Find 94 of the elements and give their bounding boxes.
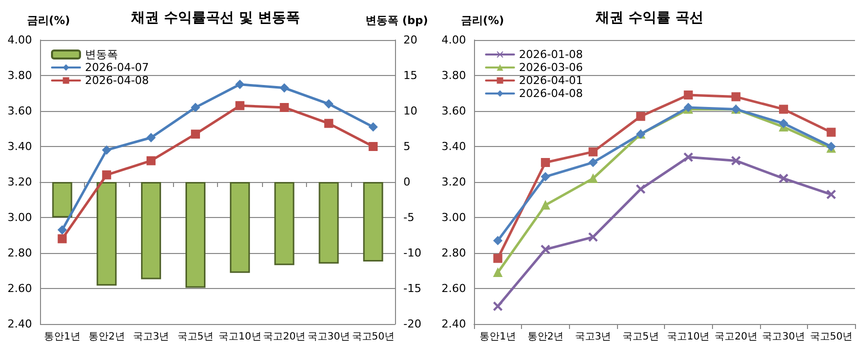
legend-label: 변동폭 (85, 48, 118, 61)
point (58, 234, 67, 244)
point (493, 254, 502, 263)
y2-tick-label: 20 (403, 34, 418, 46)
point (324, 99, 334, 108)
point (146, 133, 156, 142)
y2-tick-label: 10 (403, 104, 418, 118)
y-tick-label: 3.60 (442, 104, 466, 118)
y-tick-label: 3.40 (8, 140, 32, 153)
point (280, 83, 289, 92)
point (190, 130, 200, 139)
y-tick-label: 4.00 (442, 34, 466, 46)
point (588, 147, 598, 156)
x-tick-label: 국고30년 (307, 332, 350, 342)
x-tick-label: 국고10년 (218, 332, 262, 342)
legend-label: 2026-04-07 (85, 61, 149, 74)
chart-title: 채권 수익률 곡선 (594, 10, 704, 26)
point (826, 128, 836, 137)
point (493, 302, 502, 311)
point (235, 80, 244, 89)
x-tick-label: 국고20년 (262, 332, 306, 342)
point (588, 232, 598, 242)
x-tick-label: 통안1년 (480, 332, 516, 342)
x-tick-label: 국고50년 (352, 332, 395, 342)
point (235, 101, 244, 110)
x-tick-label: 국고5년 (177, 332, 214, 342)
point (779, 118, 788, 128)
y-tick-label: 3.60 (8, 104, 32, 118)
point (102, 146, 112, 155)
y-tick-label: 3.80 (8, 69, 32, 82)
x-tick-label: 국고30년 (762, 332, 805, 342)
y2-tick-label: 5 (403, 140, 410, 153)
x-tick-label: 통안2년 (527, 332, 564, 342)
point (588, 174, 598, 183)
point (636, 184, 646, 194)
y2-axis-title: 변동폭 (bp) (365, 14, 428, 27)
y-tick-label: 2.80 (8, 246, 32, 260)
point (540, 200, 550, 210)
point (190, 102, 200, 112)
point (493, 268, 502, 278)
point (779, 174, 788, 183)
x-tick-label: 국고50년 (810, 332, 853, 342)
y-tick-label: 3.00 (442, 211, 466, 224)
y-tick-label: 3.80 (442, 69, 466, 82)
point (636, 112, 646, 121)
y-axis-title: 금리(%) (26, 14, 70, 27)
y-tick-label: 3.20 (442, 176, 466, 188)
legend-label: 2026-04-01 (519, 74, 583, 87)
point (102, 170, 112, 180)
y2-tick-label: -10 (403, 246, 422, 260)
point (540, 172, 550, 182)
point (684, 90, 693, 100)
y2-tick-label: 0 (403, 176, 410, 188)
y2-tick-label: 15 (403, 69, 418, 82)
point (540, 244, 550, 254)
legend-label: 2026-03-06 (519, 61, 583, 74)
point (58, 225, 67, 234)
point (368, 142, 378, 151)
y2-tick-label: -20 (403, 318, 422, 330)
x-tick-label: 국고20년 (714, 332, 758, 342)
point (324, 118, 334, 128)
y2-tick-label: -5 (403, 211, 414, 224)
point (280, 102, 289, 112)
y-tick-label: 2.60 (442, 282, 466, 295)
x-tick-label: 국고5년 (622, 332, 659, 342)
point (540, 158, 550, 167)
point (588, 158, 598, 167)
x-tick-label: 국고3년 (132, 332, 170, 342)
point (684, 152, 693, 162)
point (826, 190, 836, 199)
point (493, 236, 502, 246)
point (779, 104, 788, 114)
legend-label: 2026-04-08 (519, 87, 583, 100)
y2-tick-label: -15 (403, 282, 422, 295)
point (731, 92, 740, 102)
y-tick-label: 3.20 (8, 176, 32, 188)
x-tick-label: 국고3년 (574, 332, 612, 342)
y-tick-label: 2.60 (8, 282, 32, 295)
x-tick-label: 국고10년 (666, 332, 710, 342)
y-axis-title: 금리(%) (460, 14, 504, 27)
x-tick-label: 통안1년 (44, 332, 80, 342)
point (731, 156, 740, 166)
legend-label: 2026-04-08 (85, 74, 149, 87)
y-tick-label: 4.00 (8, 34, 32, 46)
y-tick-label: 2.40 (8, 318, 32, 330)
y-tick-label: 2.80 (442, 246, 466, 260)
point (368, 122, 378, 132)
y-tick-label: 3.40 (442, 140, 466, 153)
y-tick-label: 2.40 (442, 318, 466, 330)
legend-label: 2026-01-08 (519, 48, 583, 61)
y-tick-label: 3.00 (8, 211, 32, 224)
chart-title: 채권 수익률곡선 및 변동폭 (130, 10, 300, 26)
x-tick-label: 통안2년 (88, 332, 125, 342)
point (146, 156, 156, 166)
